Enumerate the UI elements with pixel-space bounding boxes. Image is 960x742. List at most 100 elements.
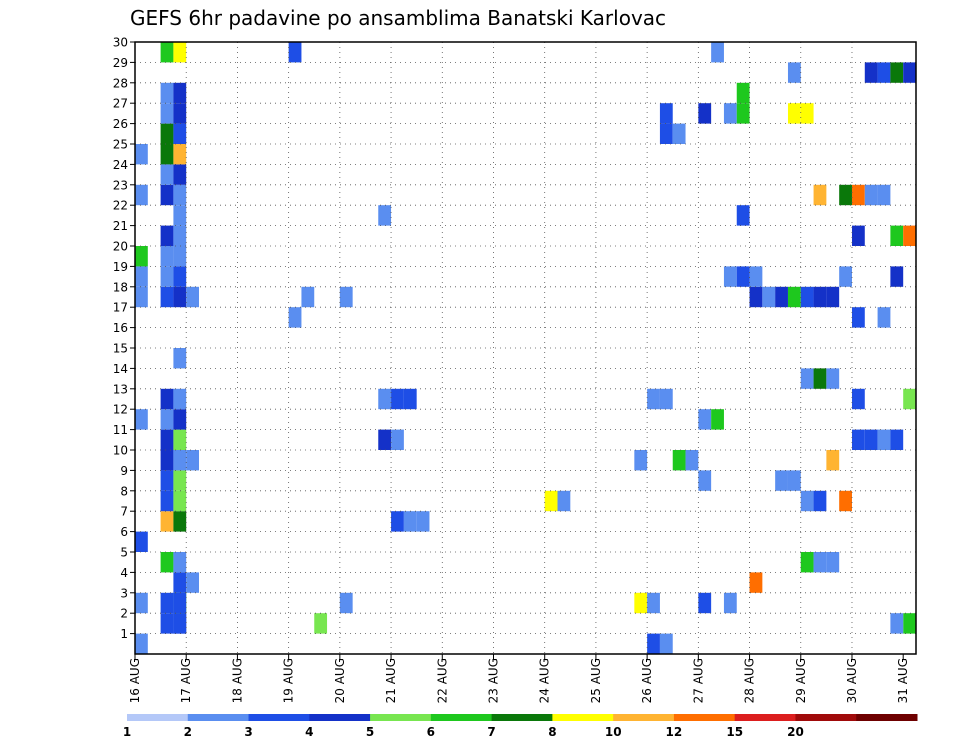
heatmap-cell <box>378 429 392 450</box>
heatmap-cell <box>877 62 891 83</box>
heatmap-cell <box>135 409 148 430</box>
heatmap-cell <box>890 225 904 246</box>
heatmap-cell <box>839 266 852 287</box>
heatmap-cell <box>135 592 148 614</box>
heatmap-cell <box>903 62 916 83</box>
x-tick-label: 19 AUG <box>282 658 296 703</box>
heatmap-cell <box>186 572 200 593</box>
colorbar-label: 4 <box>305 725 313 739</box>
heatmap-cell <box>160 286 174 308</box>
colorbar-segment <box>127 714 189 721</box>
heatmap-cell <box>173 572 187 593</box>
y-tick-label: 21 <box>113 219 128 233</box>
colorbar-segment <box>187 714 250 721</box>
y-tick-label: 25 <box>113 138 128 152</box>
heatmap-cell <box>647 592 660 614</box>
y-tick-label: 16 <box>113 321 128 335</box>
colorbar-label: 5 <box>366 725 374 739</box>
heatmap-cell <box>173 144 187 165</box>
heatmap-cell <box>813 286 827 308</box>
heatmap-cell <box>160 429 174 450</box>
y-tick-label: 2 <box>120 607 128 621</box>
heatmap-cell <box>749 286 763 308</box>
heatmap-cell <box>698 592 712 614</box>
heatmap-cell <box>813 552 827 573</box>
heatmap-cell <box>647 633 660 654</box>
x-tick-label: 27 AUG <box>691 658 705 703</box>
colorbar-segment <box>309 714 371 721</box>
colorbar-legend: 1 2 3 4 5 6 7 8 10 12 15 20 <box>123 714 918 739</box>
heatmap-cell <box>813 184 827 206</box>
heatmap-cell <box>173 246 187 267</box>
heatmap-cell <box>723 103 737 124</box>
heatmap-cell <box>851 225 865 246</box>
y-tick-label: 23 <box>113 178 128 192</box>
heatmap-cell <box>339 286 353 308</box>
colorbar-label: 20 <box>787 725 804 739</box>
colorbar-segment <box>673 714 736 721</box>
heatmap-cell <box>877 429 891 450</box>
heatmap-cell <box>173 225 187 246</box>
x-axis-ticks: 16 AUG 17 AUG 18 AUG 19 AUG 20 AUG 21 AUG 22 A… <box>128 654 910 703</box>
heatmap-cell <box>864 429 878 450</box>
heatmap-cell <box>173 490 187 512</box>
heatmap-cell <box>378 388 392 410</box>
heatmap-cell <box>659 123 673 144</box>
heatmap-cell <box>173 511 187 532</box>
heatmap-cell <box>173 205 187 226</box>
x-tick-label: 20 AUG <box>333 658 347 703</box>
heatmap-cell <box>890 266 904 287</box>
heatmap-cell <box>160 470 174 491</box>
heatmap-cell <box>647 388 660 410</box>
heatmap-cell <box>173 409 187 430</box>
heatmap-cell <box>391 429 404 450</box>
heatmap-cell <box>173 348 187 369</box>
colorbar-segment <box>430 714 493 721</box>
heatmap-cell <box>903 225 916 246</box>
y-tick-label: 3 <box>120 586 128 600</box>
heatmap-cell <box>711 409 724 430</box>
heatmap-cell <box>391 511 404 532</box>
heatmap-cell <box>890 613 904 634</box>
heatmap-cell <box>685 450 699 471</box>
heatmap-cell <box>775 470 788 491</box>
heatmap-cell <box>723 266 737 287</box>
heatmap-cell <box>403 511 417 532</box>
y-tick-label: 7 <box>120 505 128 519</box>
heatmap-cell <box>711 42 724 63</box>
heatmap-cell <box>416 511 430 532</box>
colorbar-segment <box>552 714 614 721</box>
heatmap-cell <box>160 409 174 430</box>
heatmap-cell <box>186 450 200 471</box>
y-tick-label: 22 <box>113 199 128 213</box>
heatmap-cell <box>173 286 187 308</box>
heatmap-cell <box>634 450 648 471</box>
y-tick-label: 1 <box>120 627 128 641</box>
x-tick-label: 23 AUG <box>487 658 501 703</box>
y-tick-label: 15 <box>113 342 128 356</box>
colorbar-segment <box>370 714 432 721</box>
y-tick-label: 27 <box>113 97 128 111</box>
heatmap-cell <box>851 388 865 410</box>
colorbar-label: 2 <box>184 725 192 739</box>
heatmap-cell <box>877 184 891 206</box>
heatmap-cell <box>160 388 174 410</box>
heatmap-cell <box>403 388 417 410</box>
colorbar-label: 6 <box>427 725 435 739</box>
heatmap-cell <box>173 82 187 104</box>
colorbar-segment <box>248 714 310 721</box>
heatmap-cell <box>634 592 648 614</box>
grid-lines <box>135 42 916 654</box>
y-tick-label: 30 <box>113 36 128 50</box>
x-tick-label: 25 AUG <box>589 658 603 703</box>
x-tick-label: 26 AUG <box>640 658 654 703</box>
heatmap-cell <box>173 184 187 206</box>
y-tick-label: 18 <box>113 280 128 294</box>
heatmap-cell <box>736 205 750 226</box>
x-tick-label: 17 AUG <box>179 658 193 703</box>
y-tick-label: 24 <box>113 158 128 172</box>
heatmap-cell <box>557 490 571 512</box>
heatmap-cell <box>864 62 878 83</box>
heatmap-cell <box>851 184 865 206</box>
